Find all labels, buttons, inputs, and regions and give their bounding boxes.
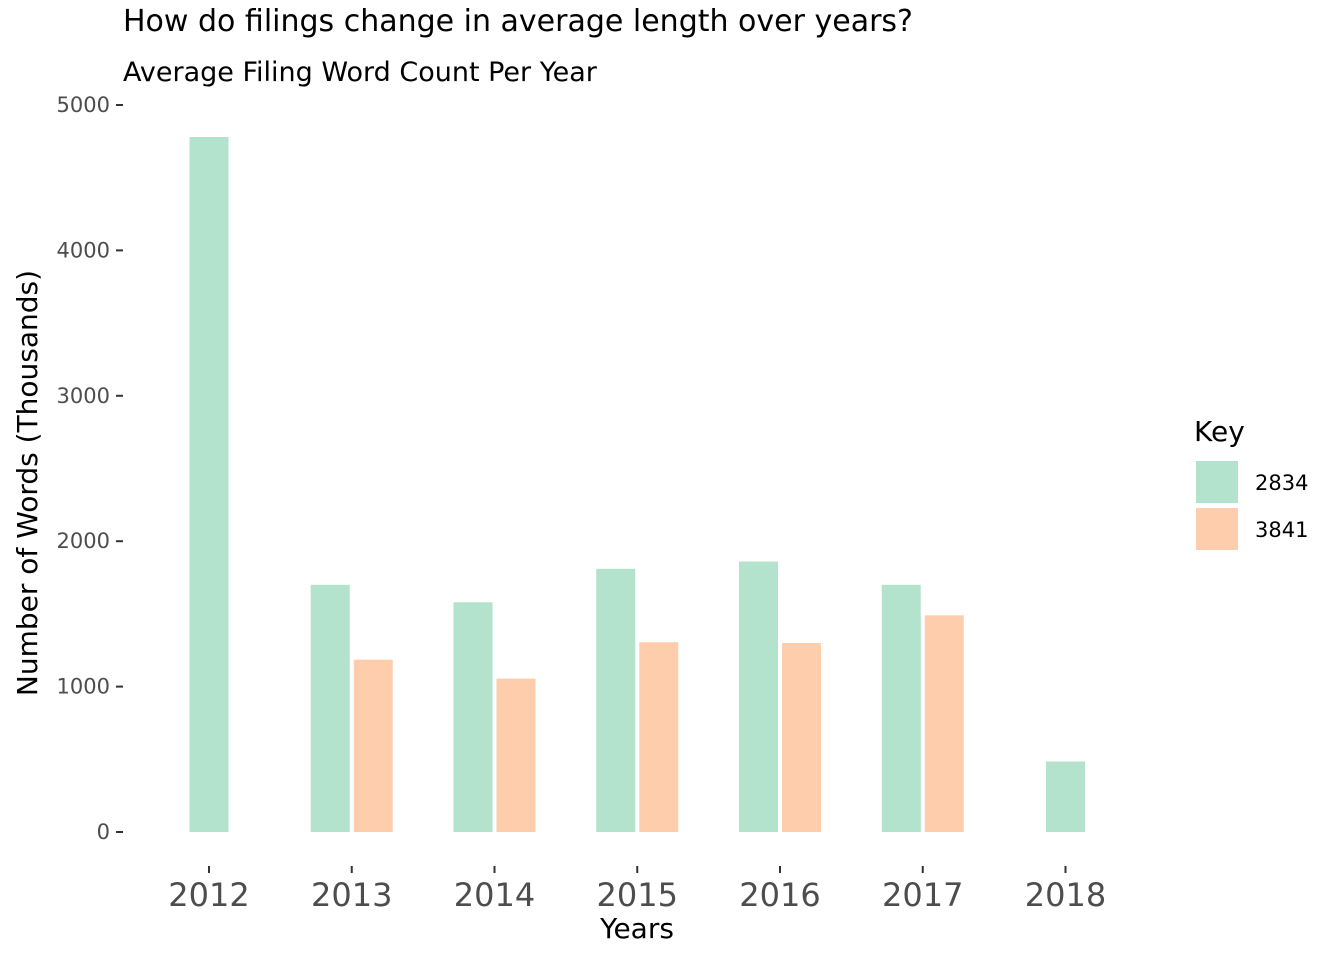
bar-3841-2014: [496, 678, 536, 832]
chart-subtitle: Average Filing Word Count Per Year: [123, 57, 598, 88]
chart-title: How do filings change in average length …: [123, 4, 913, 39]
y-tick-label: 0: [97, 820, 110, 844]
y-tick-label: 4000: [57, 238, 110, 262]
x-axis-title: Years: [599, 912, 674, 945]
y-tick-label: 5000: [57, 93, 110, 117]
bar-3841-2017: [924, 615, 964, 832]
bar-2834-2016: [739, 561, 778, 832]
x-tick-label: 2018: [1025, 876, 1106, 914]
legend: Key 2834 3841: [1194, 415, 1308, 552]
legend-label-2834: 2834: [1255, 471, 1308, 495]
y-tick-label: 1000: [57, 675, 110, 699]
x-tick-label: 2015: [597, 876, 678, 914]
x-tick-label: 2013: [311, 876, 392, 914]
legend-swatch-2834: [1194, 459, 1240, 505]
y-tick-label: 3000: [57, 384, 110, 408]
x-axis: 2012 2013 2014 2015 2016 2017 2018: [168, 866, 1106, 914]
x-tick-label: 2012: [168, 876, 249, 914]
bar-2834-2013: [310, 584, 350, 832]
bar-2834-2014: [453, 602, 493, 832]
y-axis: 0 1000 2000 3000 4000 5000: [57, 93, 123, 844]
y-tick-label: 2000: [57, 529, 110, 553]
bar-3841-2013: [353, 659, 393, 832]
y-axis-title: Number of Words (Thousands): [11, 270, 44, 696]
x-tick-label: 2014: [454, 876, 535, 914]
legend-title: Key: [1194, 415, 1245, 448]
bar-2834-2017: [881, 584, 921, 832]
bar-2834-2018: [1046, 761, 1085, 832]
bar-3841-2016: [782, 642, 821, 832]
legend-swatch-3841: [1194, 506, 1240, 552]
legend-label-3841: 3841: [1255, 518, 1308, 542]
bar-2834-2012: [189, 136, 229, 832]
bar-2834-2015: [596, 568, 636, 832]
bar-3841-2015: [639, 642, 679, 832]
bars-group: [189, 136, 1085, 832]
x-tick-label: 2016: [739, 876, 820, 914]
x-tick-label: 2017: [882, 876, 963, 914]
